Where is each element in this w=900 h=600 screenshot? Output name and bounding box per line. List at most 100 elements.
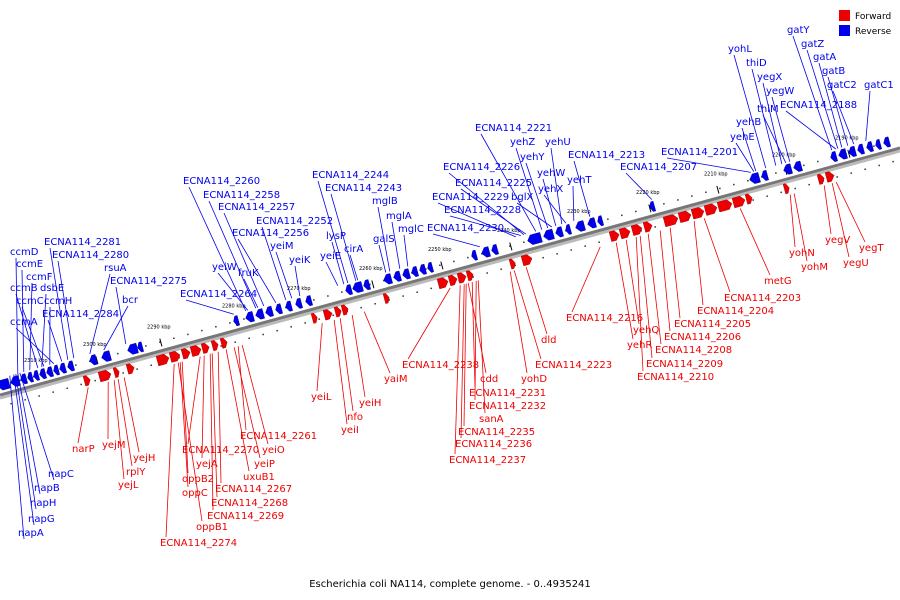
leader-line xyxy=(543,194,567,224)
gene-reverse xyxy=(793,160,803,172)
reverse-arrow xyxy=(883,136,891,148)
gene-label-ecna114_2208: ECNA114_2208 xyxy=(655,345,732,356)
gene-label-ecna114_2225: ECNA114_2225 xyxy=(455,178,532,189)
gene-forward xyxy=(677,210,692,223)
leader-line xyxy=(407,287,451,360)
gene-reverse xyxy=(411,266,419,277)
gene-label-mglb: mglB xyxy=(372,196,398,207)
gene-label-thim: thiM xyxy=(757,104,779,115)
gene-label-ecna114_2256: ECNA114_2256 xyxy=(232,228,309,239)
gene-label-gaty: gatY xyxy=(787,25,810,36)
gene-label-yohm: yohM xyxy=(801,262,828,273)
gene-reverse xyxy=(345,284,353,296)
leader-line xyxy=(316,323,323,392)
gene-label-ccmd: ccmD xyxy=(10,247,39,258)
leader-line xyxy=(550,147,563,225)
minor-tick xyxy=(229,322,231,324)
reverse-arrow xyxy=(53,364,60,376)
leader-line xyxy=(237,346,247,431)
reverse-arrow xyxy=(27,371,34,383)
gene-reverse xyxy=(233,315,240,326)
leader-line xyxy=(363,311,391,374)
gene-label-mglc: mglC xyxy=(398,224,424,235)
leader-line xyxy=(179,362,189,488)
minor-tick xyxy=(117,352,119,355)
leader-line xyxy=(659,230,671,332)
tick-label: 2300 kbp xyxy=(83,342,107,348)
leader-line xyxy=(351,314,366,398)
minor-tick xyxy=(327,295,329,297)
leader-line xyxy=(762,114,787,163)
forward-arrow xyxy=(618,227,631,240)
gene-forward xyxy=(82,375,91,387)
gene-reverse xyxy=(555,226,564,238)
leader-line xyxy=(330,193,357,281)
leader-line xyxy=(515,147,543,230)
gene-label-yehq: yehQ xyxy=(633,325,659,336)
reverse-arrow xyxy=(67,360,75,372)
gene-label-yehu: yehU xyxy=(545,137,571,148)
gene-reverse xyxy=(866,141,874,153)
gene-forward xyxy=(508,258,516,270)
tick-mark xyxy=(95,356,99,365)
leader-line xyxy=(615,242,634,340)
reverse-arrow xyxy=(857,143,865,155)
gene-reverse xyxy=(305,295,313,307)
gene-reverse xyxy=(761,169,769,181)
leader-line xyxy=(454,285,461,455)
gene-label-ecna114_2213: ECNA114_2213 xyxy=(568,150,645,161)
leader-line xyxy=(15,327,55,364)
leader-line xyxy=(49,247,69,360)
minor-tick xyxy=(864,168,866,171)
forward-arrow xyxy=(219,337,228,349)
minor-tick xyxy=(304,322,306,324)
forward-arrow xyxy=(608,230,620,242)
gene-label-oppb2: oppB2 xyxy=(182,474,214,485)
gene-label-ecna114_2231: ECNA114_2231 xyxy=(469,388,546,399)
leader-line xyxy=(57,260,75,359)
leader-line xyxy=(217,351,222,484)
gene-forward xyxy=(180,348,191,360)
forward-arrow xyxy=(97,369,112,383)
gene-reverse xyxy=(59,362,67,374)
leader-line xyxy=(625,172,653,200)
leader-line xyxy=(123,377,140,453)
legend-reverse-swatch xyxy=(839,25,850,36)
tick-label: 2280 kbp xyxy=(222,304,246,310)
gene-label-ecna114_2235: ECNA114_2235 xyxy=(458,427,535,438)
leader-line xyxy=(103,305,129,351)
minor-tick xyxy=(803,164,805,167)
gene-reverse xyxy=(543,228,555,241)
gene-label-ecna114_2269: ECNA114_2269 xyxy=(207,511,284,522)
leader-line xyxy=(832,90,855,145)
minor-tick xyxy=(780,191,782,194)
gene-label-yaim: yaiM xyxy=(384,374,407,385)
minor-tick xyxy=(173,337,175,340)
forward-arrow xyxy=(155,353,170,367)
gene-label-ecna114_2261: ECNA114_2261 xyxy=(240,431,317,442)
leader-line xyxy=(771,96,791,162)
leader-line xyxy=(115,286,127,344)
minor-tick xyxy=(663,203,665,205)
reverse-arrow xyxy=(393,270,402,282)
reverse-arrow xyxy=(363,279,371,291)
gene-reverse xyxy=(101,350,112,362)
leader-line xyxy=(15,257,19,374)
leader-line xyxy=(349,254,359,281)
reverse-arrow xyxy=(345,284,353,296)
minor-tick xyxy=(677,199,679,201)
leader-line xyxy=(187,356,201,445)
label-leaders xyxy=(9,35,871,540)
gene-forward xyxy=(520,254,533,267)
gene-label-yejl: yejL xyxy=(118,480,139,491)
gene-label-gals: galS xyxy=(373,234,395,245)
tick-label: 2260 kbp xyxy=(359,266,383,272)
minor-tick xyxy=(201,329,203,332)
leader-line xyxy=(19,372,55,481)
leader-line xyxy=(513,270,542,360)
backbone-line xyxy=(0,146,900,397)
gene-label-thid: thiD xyxy=(746,58,767,69)
gene-label-rsua: rsuA xyxy=(104,263,127,274)
gene-reverse xyxy=(848,145,857,157)
legend-forward-label: Forward xyxy=(855,12,891,22)
